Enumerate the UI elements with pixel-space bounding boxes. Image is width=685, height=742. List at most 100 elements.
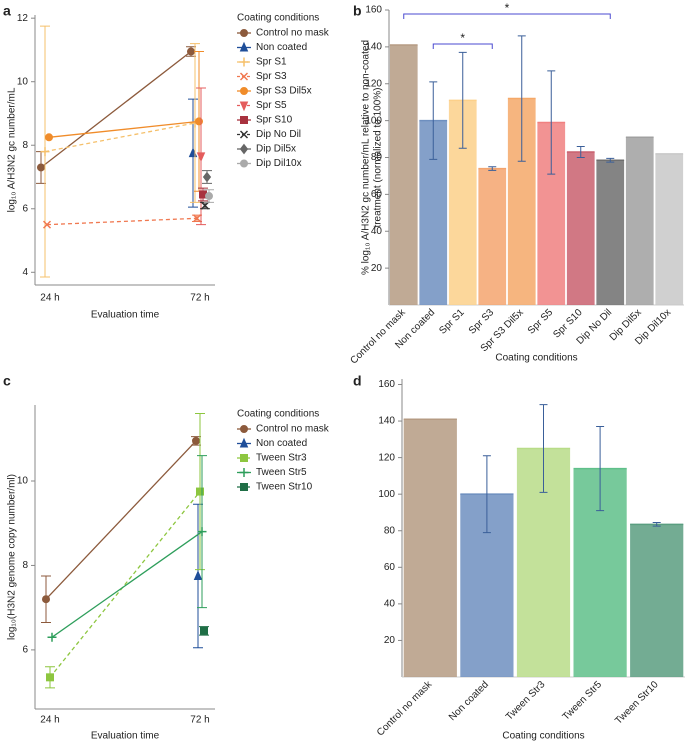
y-tick-label: 12 [17,13,29,24]
marker [42,595,50,604]
marker [197,527,207,537]
y-tick-label: 8 [22,560,28,571]
significance-label: * [505,1,510,15]
bar [596,160,625,305]
y-tick-label: 40 [371,226,383,237]
y-tick-label: 140 [365,42,382,53]
bar [630,524,684,677]
series: Non coated [193,437,307,649]
legend-label: Dip Dil10x [256,158,302,169]
legend-label: Non coated [256,42,307,53]
legend-label: Spr S10 [256,115,293,126]
x-axis-label: Coating conditions [495,353,577,364]
marker [239,101,249,112]
legend-label: Spr S3 [256,71,287,82]
x-tick-label: Tween Str3 [504,679,548,723]
legend-title: Coating conditions [237,13,319,24]
y-tick-label: 60 [371,189,383,200]
y-tick-label: 6 [22,645,28,656]
y-tick-label: 40 [384,599,396,610]
error-bar [547,70,556,175]
x-tick-label: 24 h [40,293,59,304]
marker [196,152,206,163]
marker [40,147,50,157]
x-tick-label: Tween Str5 [561,679,605,723]
line [45,440,197,600]
legend-label: Dip Dil5x [256,144,296,155]
bar [655,153,684,305]
series: Spr S5 [196,87,287,226]
marker [239,468,249,477]
series: Tween Str10 [199,482,313,636]
y-tick-label: 60 [384,562,396,573]
line [49,491,201,678]
marker [240,425,248,433]
marker [193,570,203,580]
panel-letter: d [353,373,362,389]
line [48,120,200,138]
error-bar [458,51,467,149]
significance-bracket [403,13,611,19]
series: Spr S1 [40,25,287,278]
series: Control no mask [41,424,330,623]
legend-label: Tween Str3 [256,453,307,464]
y-tick-label: 10 [17,476,29,487]
x-axis-label: Evaluation time [91,731,160,742]
y-tick-label: 120 [365,78,382,89]
y-tick-label: 160 [365,5,382,16]
x-tick-label: Non coated [447,679,491,723]
x-tick-label: 72 h [190,293,209,304]
y-tick-label: 80 [384,525,396,536]
marker [239,143,249,155]
legend-label: Non coated [256,438,307,449]
panel-letter: a [3,3,11,19]
marker [239,72,249,81]
series: Control no mask [36,28,330,184]
x-tick-label: Tween Str10 [613,679,661,727]
x-tick-label: 72 h [190,715,209,726]
marker [240,87,248,95]
y-tick-label: 120 [378,452,395,463]
y-axis-label: % log₁₀ A/H3N2 gc number/mL relative to … [361,40,372,275]
x-tick-label: Spr S1 [437,307,467,337]
bar [566,151,595,305]
bar [625,137,654,305]
bar [389,45,418,305]
x-tick-label: Control no mask [375,679,435,739]
bar [403,419,457,677]
marker [192,214,202,223]
error-bar [576,145,585,158]
y-tick-label: 160 [378,379,395,390]
bar [478,168,507,305]
x-axis-label: Evaluation time [91,310,160,321]
legend-label: Tween Str5 [256,467,307,478]
marker [239,41,249,52]
y-tick-label: 100 [378,489,395,500]
marker [240,116,248,124]
marker [42,220,52,229]
series: Spr S3 [42,71,287,229]
error-bar [539,404,548,493]
marker [192,436,200,445]
marker [240,483,248,491]
line [40,51,192,168]
legend-title: Coating conditions [237,409,319,420]
y-axis-label: log₁₀ A/H3N2 gc number/mL [7,87,18,212]
y-tick-label: 8 [22,140,28,151]
marker [240,29,248,37]
series: Tween Str3 [45,412,307,689]
y-tick-label: 6 [22,203,28,214]
panel-letter: b [353,3,362,19]
line [51,531,203,638]
y-tick-label: 10 [17,76,29,87]
y-tick-label: 20 [384,635,396,646]
legend-label: Control no mask [256,424,330,435]
line [46,217,198,226]
marker [200,626,208,635]
legend-label: Control no mask [256,28,330,39]
error-bar [429,81,438,160]
line [44,122,196,153]
series: Dip Dil10x [204,158,302,203]
error-bar [488,166,497,171]
x-tick-label: 24 h [40,715,59,726]
